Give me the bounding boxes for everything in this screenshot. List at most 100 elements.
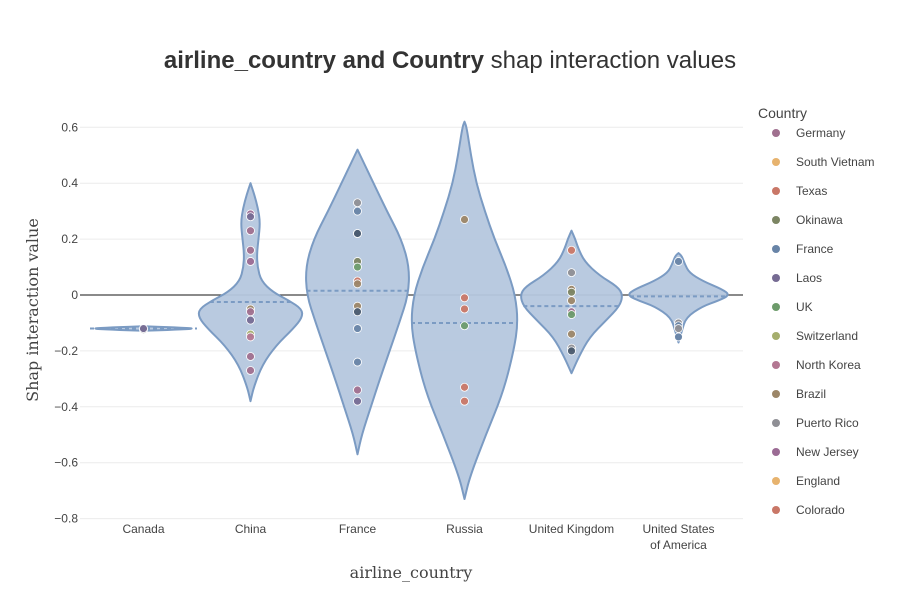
legend-label: Laos xyxy=(796,271,822,285)
legend-marker xyxy=(772,506,780,514)
y-tick-label: −0.8 xyxy=(54,512,78,526)
violin-point xyxy=(460,396,469,406)
violin-point xyxy=(246,366,255,375)
legend-item[interactable]: Brazil xyxy=(772,387,826,401)
legend-item[interactable]: South Vietnam xyxy=(772,155,875,169)
violin-point xyxy=(353,396,362,406)
legend-item[interactable]: North Korea xyxy=(772,358,861,372)
legend: Country Germany South Vietnam Texas Okinawa… xyxy=(758,105,875,517)
y-tick-label: −0.6 xyxy=(54,456,78,470)
legend-label: Colorado xyxy=(796,503,845,517)
legend-item[interactable]: Texas xyxy=(772,184,827,198)
x-tick-label: France xyxy=(339,522,377,536)
violin-point xyxy=(567,346,576,356)
legend-item[interactable]: Laos xyxy=(772,271,822,285)
x-tick-label: Russia xyxy=(446,522,483,536)
legend-label: UK xyxy=(796,300,813,314)
x-tick-label: United States of America xyxy=(642,522,714,552)
legend-label: England xyxy=(796,474,840,488)
violin-point xyxy=(460,215,469,224)
violin-body xyxy=(197,182,304,403)
violin-point xyxy=(567,296,576,305)
x-axis-title: airline_country xyxy=(350,563,473,582)
violin-point xyxy=(246,245,255,255)
violin-body xyxy=(628,252,729,344)
violin-point xyxy=(353,262,362,272)
legend-marker xyxy=(772,419,780,427)
legend-item[interactable]: Switzerland xyxy=(772,329,858,343)
violin-point xyxy=(246,212,255,222)
violin-point xyxy=(567,310,576,319)
legend-label: Puerto Rico xyxy=(796,416,859,430)
y-tick-label: −0.4 xyxy=(54,400,78,414)
violin-point xyxy=(353,206,362,216)
violin-point xyxy=(353,385,362,395)
violin-group xyxy=(305,148,410,456)
legend-marker xyxy=(772,158,780,166)
legend-marker xyxy=(772,303,780,311)
legend-label: Germany xyxy=(796,126,845,140)
violins xyxy=(90,120,729,501)
violin-point xyxy=(246,307,255,317)
legend-item[interactable]: England xyxy=(772,474,840,488)
violin-point xyxy=(567,268,576,278)
violin-point xyxy=(246,226,255,236)
violin-point xyxy=(139,324,148,333)
chart-title-rest: shap interaction values xyxy=(484,47,736,74)
legend-marker xyxy=(772,477,780,485)
violin-point xyxy=(353,357,362,367)
legend-label: New Jersey xyxy=(796,445,859,459)
legend-marker xyxy=(772,187,780,195)
legend-item[interactable]: Colorado xyxy=(772,503,845,517)
legend-marker xyxy=(772,332,780,340)
legend-label: France xyxy=(796,242,834,256)
chart-title: airline_country and Country shap interac… xyxy=(164,47,736,74)
legend-marker xyxy=(772,216,780,224)
violin-point xyxy=(353,279,362,289)
legend-marker xyxy=(772,274,780,282)
legend-marker xyxy=(772,129,780,137)
x-tick-label: United Kingdom xyxy=(529,522,614,536)
violin-point xyxy=(246,315,255,325)
y-tick-label: 0.4 xyxy=(61,176,78,190)
legend-label: South Vietnam xyxy=(796,155,875,169)
chart-title-bold: airline_country and Country xyxy=(164,47,485,74)
y-tick-label: −0.2 xyxy=(54,344,78,358)
violin-point xyxy=(246,352,255,361)
violin-point xyxy=(353,324,362,333)
legend-item[interactable]: New Jersey xyxy=(772,445,859,459)
violin-point xyxy=(460,304,469,314)
violin-point xyxy=(567,329,576,339)
violin-point xyxy=(674,324,683,333)
x-tick-label: Canada xyxy=(122,522,164,536)
violin-point xyxy=(460,382,469,392)
y-tick-label: 0.6 xyxy=(61,120,78,134)
violin-group xyxy=(197,182,304,403)
legend-item[interactable]: Puerto Rico xyxy=(772,416,859,430)
violin-group xyxy=(520,229,623,375)
violin-point xyxy=(674,257,683,266)
y-tick-labels: −0.8 −0.6 −0.4 −0.2 0 0.2 0.4 0.6 xyxy=(54,120,78,525)
legend-marker xyxy=(772,390,780,398)
violin-point xyxy=(567,245,576,255)
legend-marker xyxy=(772,361,780,369)
violin-point xyxy=(246,332,255,342)
legend-item[interactable]: Okinawa xyxy=(772,213,843,227)
y-tick-label: 0 xyxy=(71,288,78,302)
legend-marker xyxy=(772,448,780,456)
legend-label: Switzerland xyxy=(796,329,858,343)
violin-group xyxy=(410,120,519,501)
legend-marker xyxy=(772,245,780,253)
y-tick-label: 0.2 xyxy=(61,232,78,246)
grid-lines xyxy=(80,126,743,520)
legend-item[interactable]: UK xyxy=(772,300,813,314)
legend-item[interactable]: France xyxy=(772,242,834,256)
x-tick-label: China xyxy=(235,522,267,536)
legend-label: Okinawa xyxy=(796,213,843,227)
violin-point xyxy=(353,198,362,208)
legend-label: North Korea xyxy=(796,358,861,372)
x-tick-labels: Canada China France Russia United Kingdom Uni… xyxy=(122,522,714,552)
violin-point xyxy=(674,332,683,342)
legend-item[interactable]: Germany xyxy=(772,126,845,140)
